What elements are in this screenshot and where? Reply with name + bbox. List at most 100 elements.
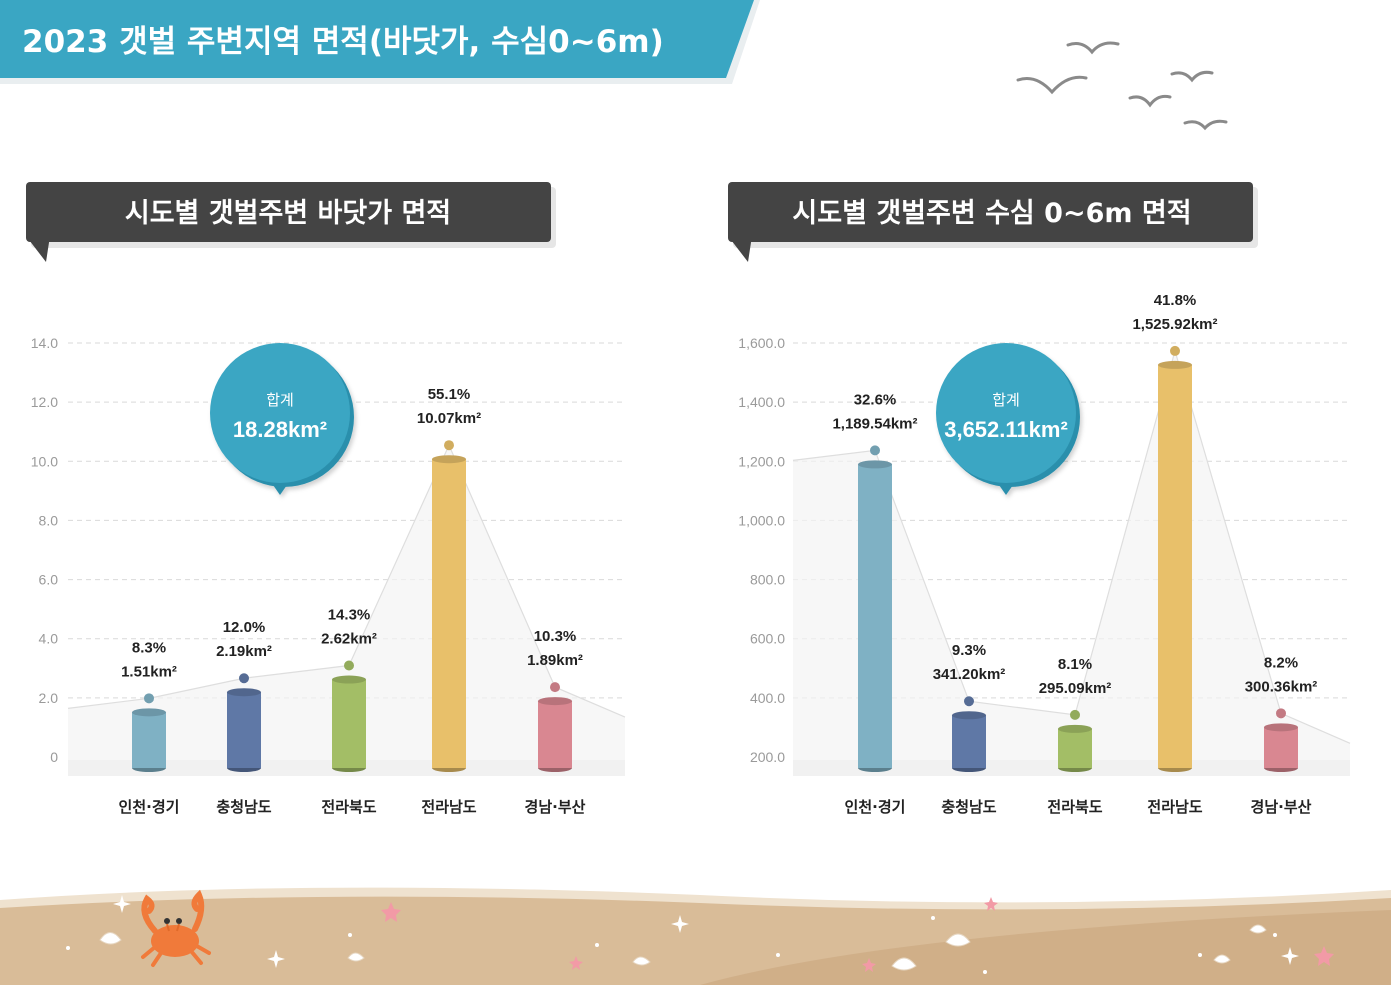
bar-3	[1058, 709, 1092, 772]
total-label: 합계	[266, 391, 294, 409]
shell-icon	[891, 957, 917, 971]
starfish-icon	[1314, 946, 1334, 966]
y-tick-label: 600.0	[750, 631, 785, 647]
value-label: 1.51km²	[121, 663, 177, 680]
starfish-icon	[381, 902, 401, 922]
percent-label: 8.3%	[132, 639, 166, 656]
bar-body	[1058, 728, 1092, 768]
sparkle-icon	[267, 950, 285, 968]
bar-body	[538, 701, 572, 768]
category-label: 전라북도	[1047, 798, 1102, 816]
bar-dot	[1276, 708, 1286, 719]
bar-dot	[144, 693, 154, 704]
title-banner: 2023 갯벌 주변지역 면적(바닷가, 수심0~6m)	[0, 0, 760, 84]
seagull-icon	[1066, 41, 1120, 55]
shell-icon	[945, 933, 971, 947]
bar-top	[1158, 360, 1192, 369]
bar-top	[432, 455, 466, 464]
shell-icon	[1249, 924, 1267, 934]
sparkle-icon	[671, 915, 689, 933]
bar-4	[432, 440, 466, 772]
sparkle-icon	[113, 895, 131, 913]
bar-top	[1058, 724, 1092, 733]
sparkle-icon	[1281, 947, 1299, 965]
y-tick-label: 1,200.0	[738, 453, 785, 469]
bar-dot	[344, 660, 354, 671]
bar-body	[1264, 727, 1298, 768]
crab-icon	[141, 889, 211, 967]
bar-top	[227, 688, 261, 697]
bubble-tail	[999, 485, 1013, 495]
panel-header-right: 시도별 갯벌주변 수심 0~6m 면적	[728, 182, 1258, 262]
bar-3	[332, 660, 366, 772]
total-label: 합계	[992, 391, 1020, 409]
y-tick-label: 4.0	[39, 631, 59, 647]
y-tick-label: 800.0	[750, 572, 785, 588]
value-label: 2.62km²	[321, 631, 377, 648]
chart-right: 200.0 400.0 600.0 800.0 1,000.0 1,200.0 1,400.…	[738, 292, 1351, 816]
total-bubble	[210, 343, 354, 495]
panel-title-right: 시도별 갯벌주변 수심 0~6m 면적	[792, 198, 1191, 229]
bar-dot	[964, 696, 974, 707]
starfish-icon	[569, 956, 583, 970]
seagull-icon	[1183, 119, 1228, 131]
y-tick-label: 200.0	[750, 749, 785, 765]
bar-top	[952, 711, 986, 720]
y-tick-label: 14.0	[31, 335, 58, 351]
bar-top	[858, 460, 892, 469]
trend-area	[793, 350, 1350, 760]
percent-label: 10.3%	[534, 628, 577, 645]
sparkle-group	[66, 895, 1299, 974]
value-label: 300.36km²	[1245, 678, 1318, 695]
category-label: 전라남도	[1147, 798, 1202, 816]
shell-icon	[99, 932, 122, 945]
y-tick-label: 6.0	[39, 572, 59, 588]
bar-body	[132, 712, 166, 768]
y-tick-label: 8.0	[39, 512, 59, 528]
category-label: 경남·부산	[525, 798, 586, 816]
bar-4	[1158, 345, 1192, 772]
y-tick-label: 1,000.0	[738, 512, 785, 528]
value-label: 1,525.92km²	[1132, 316, 1217, 333]
shell-icon	[347, 952, 365, 962]
starfish-group	[381, 897, 1334, 972]
bar-dot	[870, 445, 880, 456]
y-tick-label: 12.0	[31, 394, 58, 410]
bar-body	[332, 679, 366, 768]
starfish-icon	[984, 897, 998, 911]
category-label: 인천·경기	[845, 798, 906, 816]
category-label: 전라남도	[421, 798, 476, 816]
bar-body	[952, 715, 986, 768]
bar-dot	[550, 682, 560, 693]
trend-area	[68, 445, 625, 760]
bar-dot	[1070, 709, 1080, 720]
value-label: 295.09km²	[1039, 680, 1112, 697]
value-label: 341.20km²	[933, 666, 1006, 683]
value-label: 2.19km²	[216, 643, 272, 660]
percent-label: 41.8%	[1154, 292, 1197, 309]
bubble-circle	[936, 343, 1076, 483]
percent-label: 32.6%	[854, 391, 897, 408]
percent-label: 55.1%	[428, 386, 471, 403]
bar-dot	[239, 673, 249, 684]
bar-dot	[444, 440, 454, 451]
y-tick-label: 1,400.0	[738, 394, 785, 410]
panel-header-left: 시도별 갯벌주변 바닷가 면적	[26, 182, 556, 262]
chart-left: 0 2.0 4.0 6.0 8.0 10.0 12.0 14.0 8.3% 1.51km² 인천·경…	[31, 335, 626, 816]
category-label: 충청남도	[216, 798, 271, 816]
panel-title-left: 시도별 갯벌주변 바닷가 면적	[125, 198, 451, 229]
bar-1	[858, 445, 892, 772]
percent-label: 8.1%	[1058, 656, 1092, 673]
y-tick-label: 2.0	[39, 690, 59, 706]
bar-5	[538, 682, 572, 772]
bar-2	[952, 696, 986, 772]
bar-1	[132, 693, 166, 772]
bar-body	[858, 464, 892, 768]
bubble-circle	[210, 343, 350, 483]
bar-5	[1264, 708, 1298, 772]
percent-label: 14.3%	[328, 607, 371, 624]
total-value: 3,652.11km²	[944, 417, 1068, 442]
bar-2	[227, 673, 261, 772]
bar-top	[1264, 723, 1298, 732]
